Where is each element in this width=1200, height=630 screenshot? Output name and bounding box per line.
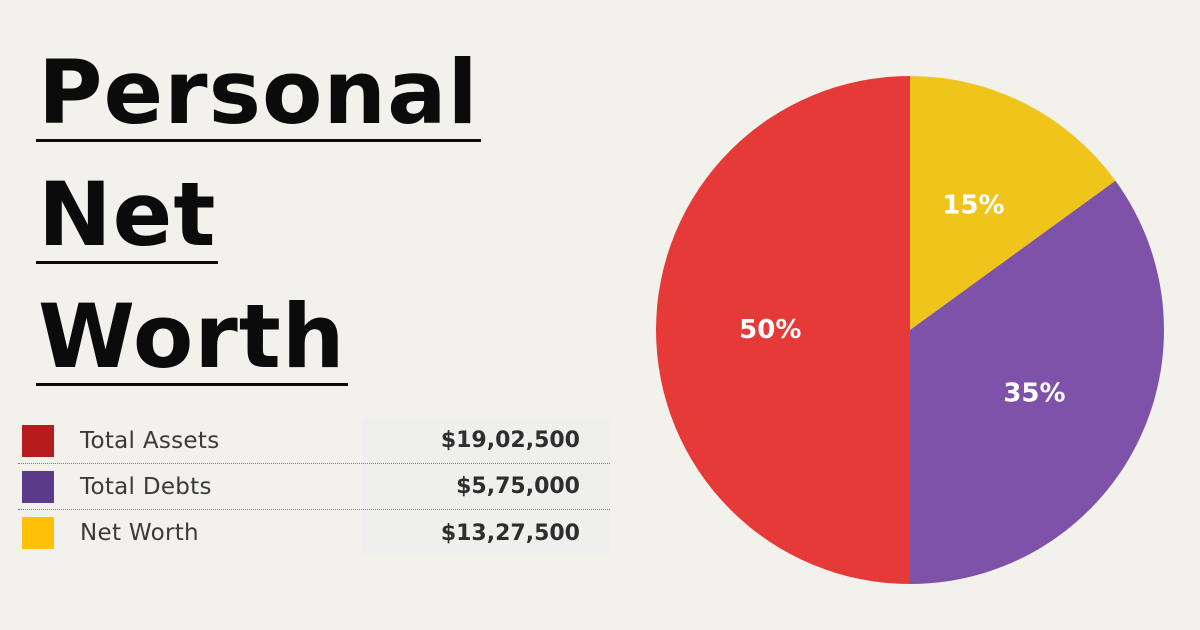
legend-value: $13,27,500 [362,510,610,556]
title-line-3: Worth [36,285,348,388]
legend-label: Total Debts [80,473,212,500]
pie-slice-net-worth [910,76,1116,330]
legend-label: Total Assets [80,427,220,454]
legend-value: $5,75,000 [362,464,610,509]
page-title: Personal Net Worth [36,32,576,398]
title-line-2: Net [36,163,219,266]
legend-swatch [22,424,54,457]
pie-label-total-assets: 50% [739,315,801,345]
pie-label-net-worth: 15% [942,191,1004,221]
pie-chart-svg: 15% 35% 50% [656,76,1164,584]
title-line-1: Personal [36,41,481,144]
pie-label-total-debts: 35% [1003,378,1065,408]
pie-slice-total-assets [656,76,910,584]
pie-chart: 15% 35% 50% [640,60,1180,600]
legend-table: Total Assets $19,02,500 Total Debts $5,7… [18,418,610,556]
pie-slice-total-debts [910,180,1164,584]
legend-row-total-assets: Total Assets $19,02,500 [18,418,610,464]
legend-row-total-debts: Total Debts $5,75,000 [18,464,610,510]
legend-row-net-worth: Net Worth $13,27,500 [18,510,610,556]
legend-swatch [22,517,54,549]
legend-swatch [22,470,54,503]
legend-value: $19,02,500 [362,418,610,463]
legend-label: Net Worth [80,520,199,546]
